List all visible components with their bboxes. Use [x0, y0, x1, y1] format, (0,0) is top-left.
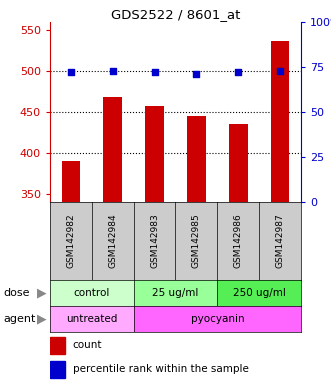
Point — [194, 71, 199, 77]
Bar — [217, 280, 301, 306]
Text: dose: dose — [3, 288, 30, 298]
Bar — [271, 41, 290, 202]
Bar — [229, 124, 248, 202]
Bar — [50, 361, 65, 378]
Text: agent: agent — [3, 314, 36, 324]
Bar — [134, 280, 217, 306]
Bar — [62, 161, 80, 202]
Text: GSM142984: GSM142984 — [108, 214, 117, 268]
Text: untreated: untreated — [66, 314, 118, 324]
Text: control: control — [73, 288, 110, 298]
Text: ▶: ▶ — [36, 313, 46, 326]
Point — [152, 70, 157, 76]
Bar — [50, 337, 65, 354]
Point — [236, 70, 241, 76]
Bar — [50, 280, 134, 306]
Title: GDS2522 / 8601_at: GDS2522 / 8601_at — [111, 8, 240, 21]
Text: GSM142985: GSM142985 — [192, 214, 201, 268]
Text: percentile rank within the sample: percentile rank within the sample — [72, 364, 249, 374]
Text: GSM142982: GSM142982 — [67, 214, 75, 268]
Text: pyocyanin: pyocyanin — [191, 314, 244, 324]
Text: ▶: ▶ — [36, 286, 46, 300]
Text: GSM142983: GSM142983 — [150, 214, 159, 268]
Text: count: count — [72, 340, 102, 350]
Point — [110, 68, 116, 74]
Point — [68, 70, 73, 76]
Bar — [50, 306, 134, 332]
Text: 250 ug/ml: 250 ug/ml — [233, 288, 286, 298]
Bar — [187, 116, 206, 202]
Bar — [145, 106, 164, 202]
Point — [277, 68, 283, 74]
Text: GSM142987: GSM142987 — [276, 214, 285, 268]
Text: 25 ug/ml: 25 ug/ml — [152, 288, 199, 298]
Bar — [134, 306, 301, 332]
Text: GSM142986: GSM142986 — [234, 214, 243, 268]
Bar — [103, 97, 122, 202]
